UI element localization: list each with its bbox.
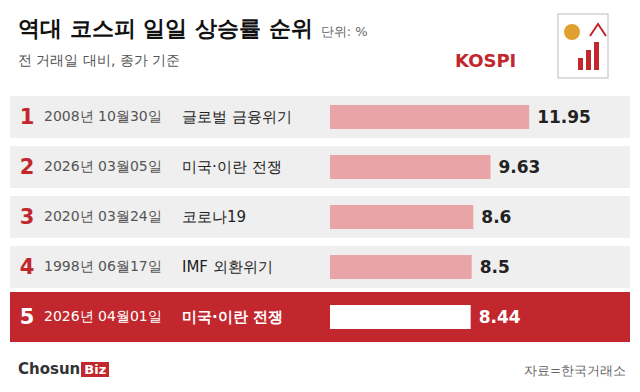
html-text:2008년 10월30일: 2008년 10월30일 [44, 108, 162, 124]
html-text:자료=한국거래소: 자료=한국거래소 [524, 363, 626, 378]
html-text:3: 3 [19, 205, 35, 229]
html-text:5: 5 [19, 305, 35, 329]
html-text:코로나19: 코로나19 [182, 207, 247, 226]
html-text:2026년 03월05일: 2026년 03월05일 [44, 158, 162, 174]
svg-text:8.5: 8.5 [480, 257, 510, 277]
html-text:미국·이란 전쟁: 미국·이란 전쟁 [182, 307, 283, 326]
svg-text:9.63: 9.63 [499, 157, 541, 177]
svg-text:8.44: 8.44 [479, 307, 521, 327]
html-text:1: 1 [19, 105, 35, 129]
html-text:2020년 03월24일: 2020년 03월24일 [44, 208, 162, 224]
html-text:IMF 외환위기: IMF 외환위기 [182, 257, 273, 276]
html-text:글로벌 금융위기: 글로벌 금융위기 [182, 107, 292, 126]
html-text:2026년 04월01일: 2026년 04월01일 [44, 308, 162, 324]
html-text:전 거래일 대비, 종가 기준: 전 거래일 대비, 종가 기준 [18, 52, 181, 68]
html-text:KOSPI: KOSPI [455, 50, 517, 71]
svg-text:8.6: 8.6 [481, 207, 511, 227]
html-text:역대 코스피 일일 상승률 순위 단위: %: 역대 코스피 일일 상승률 순위 단위: % [18, 16, 368, 41]
html-text:2: 2 [19, 155, 35, 179]
html-text:1998년 06월17일: 1998년 06월17일 [44, 258, 162, 274]
svg-text:11.95: 11.95 [537, 107, 591, 127]
html-text:Chosun Biz: Chosun Biz [18, 360, 107, 378]
html-text:미국·이란 전쟁: 미국·이란 전쟁 [182, 157, 282, 176]
html-text:4: 4 [19, 255, 35, 279]
